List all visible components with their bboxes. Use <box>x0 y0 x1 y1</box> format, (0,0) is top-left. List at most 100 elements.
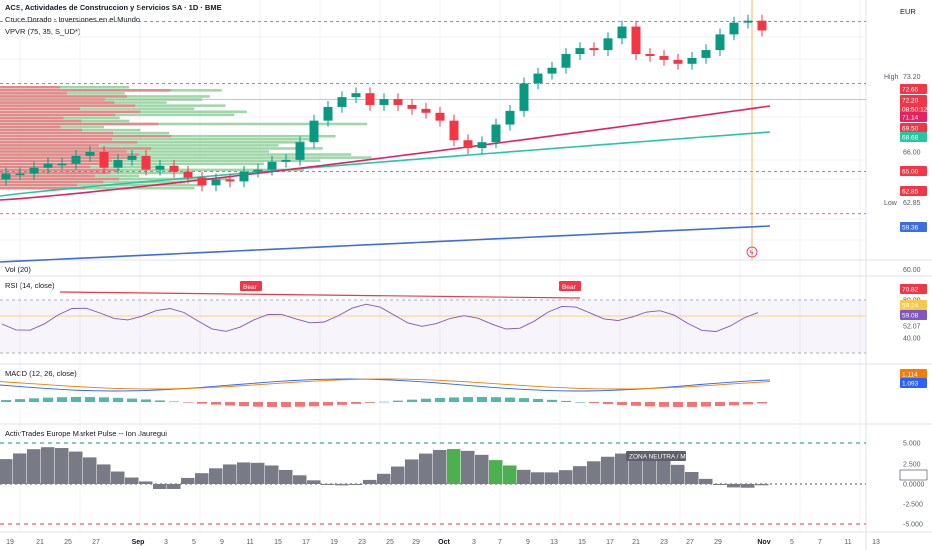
macd-hist-bar <box>43 397 53 402</box>
vpvr-down-bar <box>0 150 127 153</box>
vpvr-down-bar <box>0 107 80 110</box>
rsi-signal-bear-2-bg <box>559 281 581 291</box>
x-axis-label: 19 <box>330 539 338 546</box>
macd-tag-bg <box>900 369 927 379</box>
chart-title[interactable]: ACS, Actividades de Construccion y Servi… <box>5 3 222 12</box>
pulse-bar <box>363 479 377 484</box>
candle-body <box>407 104 417 109</box>
pulse-bar <box>27 449 41 484</box>
low-label: Low <box>884 200 898 207</box>
macd-hist-bar <box>477 397 487 402</box>
pulse-annotation-bg <box>626 451 686 461</box>
macd-hist-bar <box>603 402 613 405</box>
x-axis-label: 23 <box>358 539 366 546</box>
x-axis-label: 3 <box>472 539 476 546</box>
pulse-bar <box>251 462 265 484</box>
pulse-tag-bg <box>899 469 928 481</box>
currency-label: EUR <box>900 7 916 16</box>
pulse-bar <box>0 459 13 484</box>
pulse-bar <box>209 468 223 484</box>
candle-body <box>323 106 333 121</box>
price-tag: 69.50 <box>902 126 919 133</box>
macd-hist-bar <box>687 402 697 407</box>
macd-hist-bar <box>673 402 683 407</box>
macd-hist-bar <box>239 402 249 407</box>
vol-label[interactable]: Vol (20) <box>5 265 31 274</box>
pulse-bar <box>335 484 349 486</box>
price-tag-bg <box>900 104 927 114</box>
ma-slow-line <box>0 225 771 263</box>
rsi-tag-bg <box>900 284 927 294</box>
macd-tag: 1.114 <box>902 372 918 379</box>
x-axis-label: 7 <box>498 539 502 546</box>
candle-body <box>533 73 543 84</box>
vpvr-up-bar <box>0 147 323 150</box>
vpvr-down-bar <box>0 153 140 156</box>
pulse-tick: -2.500 <box>903 502 923 509</box>
macd-hist-bar <box>337 402 347 405</box>
vpvr-down-bar <box>0 180 104 184</box>
macd-hist-bar <box>281 402 291 407</box>
pulse-bar <box>153 484 167 489</box>
candle-body <box>85 152 95 156</box>
x-axis-label: 25 <box>64 539 72 546</box>
pulse-bar <box>713 484 727 485</box>
pulse-bar <box>55 448 69 484</box>
pulse-bar <box>503 465 517 484</box>
indicator-vpvr[interactable]: VPVR (75, 35, S_UD*) <box>5 27 81 36</box>
x-axis-label: Nov <box>757 539 770 546</box>
pulse-bar <box>671 464 685 484</box>
vpvr-down-bar <box>0 131 114 135</box>
price-tag-bg <box>900 112 927 122</box>
x-axis-label: 21 <box>36 539 44 546</box>
pulse-label[interactable]: ActivTrades Europe Market Pulse -- Ion J… <box>5 429 167 438</box>
price-tag-bg <box>900 166 927 176</box>
macd-hist-bar <box>141 399 151 402</box>
macd-hist-bar <box>253 402 263 407</box>
candle-body <box>29 167 39 174</box>
candle-body <box>547 67 557 74</box>
macd-hist-bar <box>463 397 473 402</box>
macd-hist-bar <box>225 402 235 406</box>
price-tag: 08:50:12 <box>902 107 928 114</box>
candle-body <box>197 177 207 186</box>
pulse-bar <box>657 458 671 484</box>
vpvr-down-bar <box>0 89 171 92</box>
pulse-bar <box>167 484 181 489</box>
x-axis-label: Sep <box>132 539 145 546</box>
macd-hist-bar <box>71 397 81 402</box>
macd-hist-bar <box>1 400 11 402</box>
vpvr-down-bar <box>0 138 113 141</box>
candle-body <box>645 54 655 56</box>
x-axis-label: 17 <box>606 539 614 546</box>
macd-hist-bar <box>183 402 193 403</box>
price-tag: 68.68 <box>902 135 919 142</box>
candle-body <box>309 120 319 143</box>
rsi-tag-bg <box>900 300 927 310</box>
macd-label[interactable]: MACD (12, 26, close) <box>5 369 77 378</box>
x-axis-label: 15 <box>274 539 282 546</box>
vpvr-down-bar <box>0 141 138 144</box>
rsi-tag-bg <box>900 310 927 320</box>
indicator-cruce-dorado[interactable]: Cruce Dorado - Inversiones en el Mundo <box>5 15 141 24</box>
macd-hist-bar <box>267 402 277 407</box>
x-axis-label: 17 <box>302 539 310 546</box>
macd-hist-bar <box>309 402 319 407</box>
x-axis-label: 25 <box>386 539 394 546</box>
price-tag: 65.00 <box>902 169 919 176</box>
candle-body <box>673 59 683 64</box>
candle-body <box>701 50 711 58</box>
x-axis-label: 23 <box>660 539 668 546</box>
macd-hist-bar <box>421 398 431 402</box>
candle-body <box>435 112 445 121</box>
macd-hist-bar <box>589 402 599 404</box>
macd-tag: -0.0201 <box>902 399 924 406</box>
candle-body <box>589 48 599 51</box>
x-axis-label: 13 <box>872 539 880 546</box>
candle-body <box>253 169 263 172</box>
vpvr-up-bar <box>0 122 368 126</box>
pulse-bar <box>461 450 475 484</box>
x-axis-label: 5 <box>192 539 196 546</box>
rsi-label[interactable]: RSI (14, close) <box>5 281 55 290</box>
